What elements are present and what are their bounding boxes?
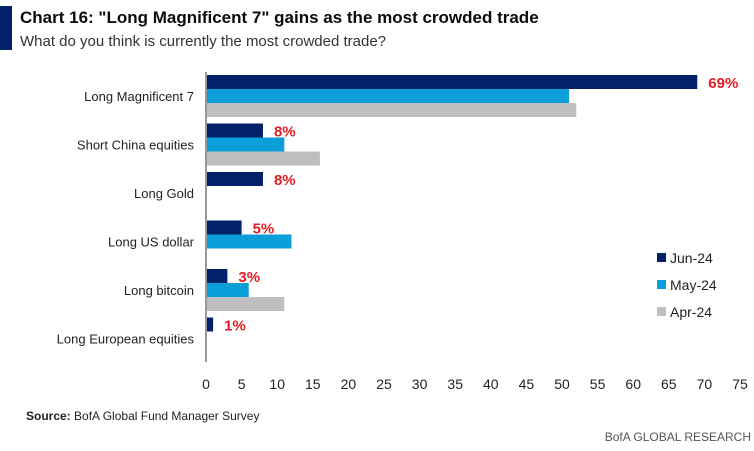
- data-label: 5%: [253, 221, 275, 238]
- bar: [207, 89, 570, 103]
- x-tick-label: 0: [202, 376, 210, 392]
- x-tick-label: 55: [590, 376, 606, 392]
- data-label: 8%: [274, 172, 296, 189]
- bar: [207, 317, 214, 332]
- x-tick-label: 5: [238, 376, 246, 392]
- x-tick-label: 70: [697, 376, 713, 392]
- bar: [207, 75, 698, 89]
- x-tick-label: 75: [732, 376, 748, 392]
- x-tick-label: 10: [269, 376, 285, 392]
- bar: [207, 151, 320, 166]
- bar: [207, 123, 263, 138]
- x-tick-label: 35: [447, 376, 463, 392]
- x-tick-label: 60: [625, 376, 641, 392]
- bar: [207, 103, 577, 117]
- legend-swatch: [657, 280, 666, 289]
- legend-swatch: [657, 307, 666, 316]
- category-label: Long Gold: [134, 186, 194, 201]
- category-label: Long Magnificent 7: [84, 89, 194, 104]
- legend-label: Jun-24: [670, 250, 713, 266]
- bar: [207, 283, 249, 297]
- source-label: Source:: [26, 409, 71, 423]
- bar: [207, 137, 285, 152]
- legend-label: May-24: [670, 277, 717, 293]
- title-accent-bar: [0, 6, 12, 50]
- category-label: Long bitcoin: [124, 283, 194, 298]
- x-tick-label: 40: [483, 376, 499, 392]
- x-tick-label: 20: [341, 376, 357, 392]
- bar: [207, 220, 242, 235]
- x-tick-label: 45: [519, 376, 535, 392]
- x-tick-label: 30: [412, 376, 428, 392]
- legend-swatch: [657, 253, 666, 262]
- x-tick-label: 15: [305, 376, 321, 392]
- bar-chart: Long Magnificent 7 69% Short China equitie…: [57, 72, 748, 392]
- legend-label: Apr-24: [670, 304, 712, 320]
- data-label: 3%: [238, 269, 260, 286]
- source-text: BofA Global Fund Manager Survey: [74, 409, 260, 423]
- bar: [207, 297, 285, 311]
- chart-title: Chart 16: "Long Magnificent 7" gains as …: [20, 8, 539, 27]
- bar: [207, 172, 263, 186]
- category-label: Long European equities: [57, 332, 195, 347]
- source-note: Source: BofA Global Fund Manager Survey: [26, 409, 259, 423]
- category-label: Long US dollar: [108, 235, 195, 250]
- data-label: 8%: [274, 124, 296, 141]
- x-tick-label: 50: [554, 376, 570, 392]
- brand-footer: BofA GLOBAL RESEARCH: [604, 430, 751, 444]
- chart-subtitle: What do you think is currently the most …: [20, 33, 387, 50]
- bar: [207, 269, 228, 283]
- category-label: Short China equities: [77, 138, 195, 153]
- x-tick-label: 25: [376, 376, 392, 392]
- x-tick-label: 65: [661, 376, 677, 392]
- bar: [207, 234, 292, 249]
- data-label: 69%: [708, 75, 738, 92]
- data-label: 1%: [224, 318, 246, 335]
